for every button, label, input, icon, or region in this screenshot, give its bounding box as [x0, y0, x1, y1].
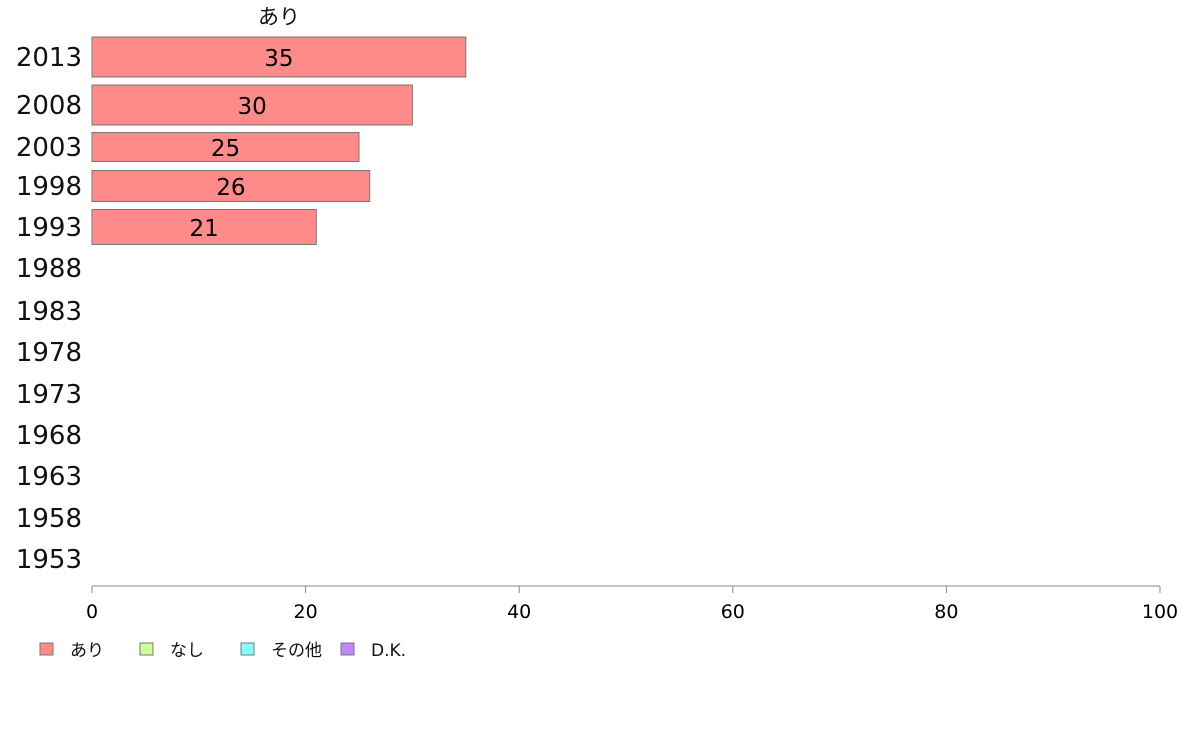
year-label-2003: 2003 [16, 133, 82, 163]
legend-label-3: D.K. [371, 641, 406, 661]
bar-2008 [91, 84, 413, 126]
series-title: あり [258, 5, 300, 29]
year-label-1978: 1978 [16, 338, 82, 368]
x-axis: 0 20 40 60 80 100 [86, 585, 1178, 623]
year-label-1968: 1968 [16, 421, 82, 451]
year-label-1963: 1963 [16, 462, 82, 492]
bar-value-1998: 26 [216, 175, 245, 201]
year-labels: 2013 2008 2003 1998 1993 1988 1983 1978 1973 1968… [16, 43, 82, 575]
year-label-2013: 2013 [16, 43, 82, 73]
bar-1998 [91, 170, 371, 202]
year-label-2008: 2008 [16, 91, 82, 121]
legend-label-0: あり [70, 641, 104, 661]
bar-value-2013: 35 [264, 46, 293, 72]
bars: 35 30 25 26 21 [91, 36, 467, 245]
series-header: あり [258, 5, 300, 29]
bar-value-2008: 30 [238, 94, 267, 120]
legend: あり なし その他 D.K. [39, 641, 406, 661]
legend-swatch-0 [39, 642, 54, 656]
x-tick-label-0: 0 [86, 601, 98, 623]
bar-value-2003: 25 [211, 136, 240, 162]
year-label-1958: 1958 [16, 504, 82, 534]
legend-label-2: その他 [271, 641, 322, 661]
year-label-1983: 1983 [16, 297, 82, 327]
x-tick-label-60: 60 [721, 601, 745, 623]
x-tick-label-80: 80 [934, 601, 958, 623]
bar-value-1993: 21 [189, 216, 218, 242]
legend-swatch-2 [240, 642, 255, 656]
x-tick-label-100: 100 [1142, 601, 1178, 623]
legend-label-1: なし [170, 641, 204, 661]
bar-2003 [91, 132, 360, 162]
x-tick-label-40: 40 [507, 601, 531, 623]
year-label-1993: 1993 [16, 213, 82, 243]
year-label-1988: 1988 [16, 254, 82, 284]
year-label-1953: 1953 [16, 545, 82, 575]
bar-2013 [91, 36, 467, 78]
year-label-1998: 1998 [16, 172, 82, 202]
year-label-1973: 1973 [16, 380, 82, 410]
x-tick-label-20: 20 [294, 601, 318, 623]
legend-swatch-3 [340, 642, 355, 656]
legend-swatch-1 [139, 642, 154, 656]
bar-1993 [91, 209, 317, 245]
